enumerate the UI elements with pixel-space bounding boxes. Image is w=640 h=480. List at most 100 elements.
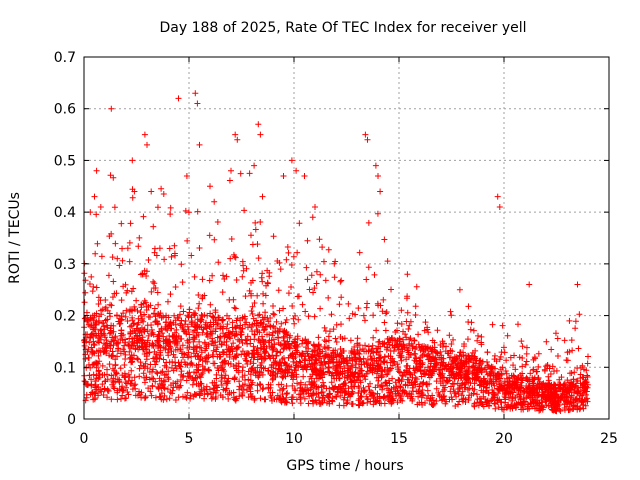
data-point — [405, 376, 412, 383]
data-point — [129, 314, 136, 321]
data-point — [168, 348, 175, 355]
data-point — [526, 378, 533, 385]
data-point — [231, 374, 238, 381]
data-point — [179, 342, 186, 349]
data-point — [581, 386, 588, 393]
data-point — [324, 344, 331, 351]
data-point — [122, 373, 129, 380]
data-point — [217, 362, 224, 369]
data-point — [313, 391, 320, 398]
data-point — [260, 385, 267, 392]
data-point — [84, 317, 91, 324]
data-point — [539, 389, 546, 396]
data-point — [557, 385, 564, 392]
data-point — [357, 377, 364, 384]
data-point — [94, 240, 101, 247]
data-point — [417, 354, 424, 361]
data-point — [375, 377, 382, 384]
data-point — [282, 366, 289, 373]
data-point — [110, 278, 117, 285]
data-point — [471, 402, 478, 409]
data-point — [102, 304, 109, 311]
data-point — [366, 365, 373, 372]
data-point — [226, 177, 233, 184]
data-point — [473, 375, 480, 382]
data-point — [249, 350, 256, 357]
data-point — [173, 365, 180, 372]
data-point — [382, 327, 389, 334]
data-point — [231, 304, 238, 311]
data-point — [315, 341, 322, 348]
data-point — [120, 283, 127, 290]
data-point — [299, 301, 306, 308]
data-point — [499, 364, 506, 371]
data-point — [179, 279, 186, 286]
data-point — [354, 374, 361, 381]
data-point-peak — [148, 188, 155, 195]
data-point — [412, 365, 419, 372]
data-point — [119, 392, 126, 399]
data-point — [299, 364, 306, 371]
data-point — [96, 339, 103, 346]
data-point — [268, 397, 275, 404]
data-point-peak — [288, 157, 295, 164]
data-point — [174, 378, 181, 385]
data-point — [581, 396, 588, 403]
data-point — [304, 276, 311, 283]
data-point — [136, 365, 143, 372]
data-point — [267, 322, 274, 329]
data-point — [182, 393, 189, 400]
data-point — [111, 385, 118, 392]
data-point — [485, 390, 492, 397]
data-point — [344, 362, 351, 369]
data-point — [92, 384, 99, 391]
data-point — [413, 360, 420, 367]
data-point — [304, 384, 311, 391]
data-point — [188, 318, 195, 325]
data-point — [313, 268, 320, 275]
data-point — [417, 363, 424, 370]
data-point — [465, 318, 472, 325]
data-point — [152, 318, 159, 325]
data-point — [89, 288, 96, 295]
data-point — [207, 301, 214, 308]
data-point — [247, 377, 254, 384]
data-point — [295, 316, 302, 323]
data-point — [424, 344, 431, 351]
data-point — [372, 398, 379, 405]
data-point — [172, 354, 179, 361]
data-point — [320, 258, 327, 265]
data-point — [367, 391, 374, 398]
data-point — [251, 396, 258, 403]
data-point — [476, 395, 483, 402]
data-point — [469, 349, 476, 356]
data-point — [398, 321, 405, 328]
data-point — [203, 343, 210, 350]
data-point — [89, 389, 96, 396]
data-point — [437, 366, 444, 373]
data-point — [96, 371, 103, 378]
data-point — [151, 358, 158, 365]
data-point-peak — [255, 121, 262, 128]
data-point — [125, 391, 132, 398]
data-point — [214, 219, 221, 226]
data-point — [223, 378, 230, 385]
data-point — [297, 395, 304, 402]
data-point — [239, 314, 246, 321]
data-point — [401, 369, 408, 376]
data-point — [193, 380, 200, 387]
data-point — [211, 379, 218, 386]
data-point — [480, 375, 487, 382]
data-point — [341, 365, 348, 372]
data-point — [357, 356, 364, 363]
data-point — [232, 305, 239, 312]
data-point — [172, 337, 179, 344]
data-point — [329, 398, 336, 405]
data-point — [455, 366, 462, 373]
data-point — [246, 170, 253, 177]
data-point — [437, 342, 444, 349]
data-point — [310, 400, 317, 407]
data-point — [434, 349, 441, 356]
data-point — [269, 368, 276, 375]
data-point — [150, 278, 157, 285]
